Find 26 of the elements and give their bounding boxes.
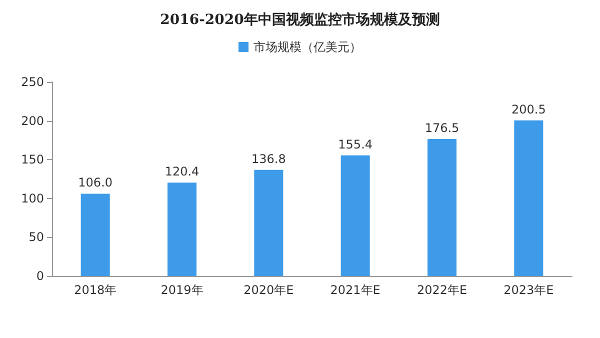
bar bbox=[340, 155, 370, 276]
chart-title: 2016-2020年中国视频监控市场规模及预测 bbox=[160, 11, 440, 28]
x-tick-label: 2018年 bbox=[74, 283, 117, 297]
bar bbox=[80, 194, 110, 276]
x-tick-label: 2022年E bbox=[416, 283, 468, 297]
y-tick-label: 250 bbox=[21, 75, 44, 89]
x-tick-label: 2023年E bbox=[504, 283, 554, 297]
y-tick-label: 50 bbox=[28, 230, 44, 244]
bar bbox=[254, 170, 284, 276]
x-tick-label: 2020年E bbox=[244, 283, 294, 297]
bar bbox=[514, 120, 544, 276]
data-label: 136.8 bbox=[251, 152, 286, 166]
data-label: 120.4 bbox=[164, 164, 200, 179]
y-tick-label: 150 bbox=[21, 152, 44, 167]
legend-label: 市场规模（亿美元） bbox=[254, 40, 362, 54]
data-label: 155.4 bbox=[338, 137, 373, 152]
data-label: 176.5 bbox=[424, 121, 460, 136]
y-tick-label: 100 bbox=[21, 191, 44, 206]
bar bbox=[168, 182, 196, 276]
data-label: 200.5 bbox=[511, 102, 546, 116]
x-tick-label: 2021年E bbox=[330, 283, 380, 297]
y-tick-label: 200 bbox=[21, 114, 44, 128]
bar bbox=[428, 139, 456, 276]
data-label: 106.0 bbox=[78, 176, 113, 190]
x-tick-label: 2019年 bbox=[160, 283, 204, 297]
y-tick-label: 0 bbox=[36, 269, 44, 283]
